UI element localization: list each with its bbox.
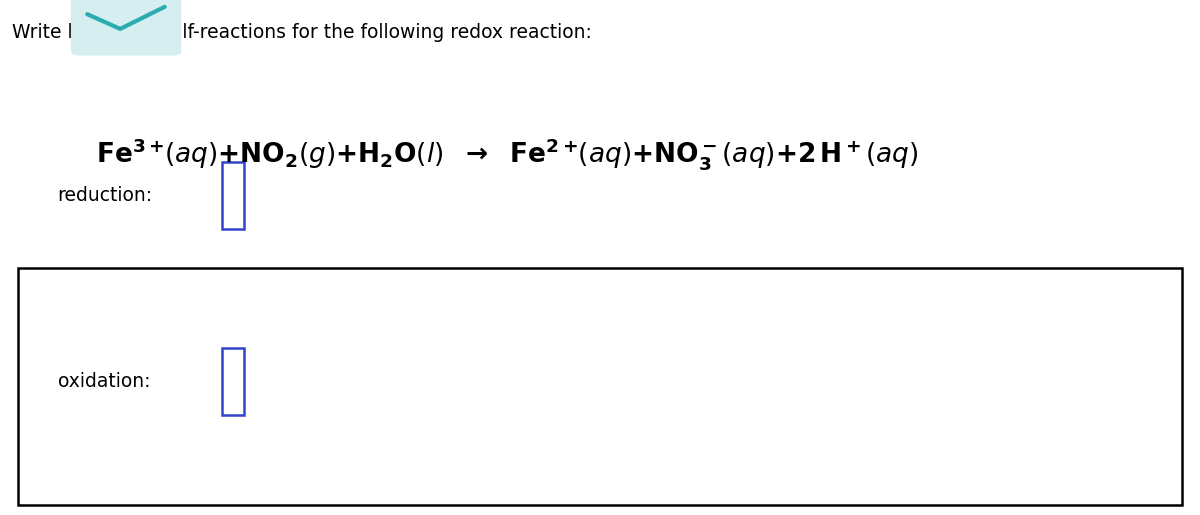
FancyBboxPatch shape	[222, 348, 244, 415]
Text: $\mathbf{Fe}^{\mathbf{3+}}\!\mathit{(aq)}\mathbf{+NO_2}\mathit{(g)}\mathbf{+H_2O: $\mathbf{Fe}^{\mathbf{3+}}\!\mathit{(aq)…	[96, 136, 919, 173]
Text: reduction:: reduction:	[58, 186, 152, 205]
FancyBboxPatch shape	[222, 162, 244, 229]
Text: oxidation:: oxidation:	[58, 372, 150, 390]
FancyBboxPatch shape	[71, 0, 181, 56]
FancyBboxPatch shape	[18, 268, 1182, 505]
Text: Write balanced half-reactions for the following redox reaction:: Write balanced half-reactions for the fo…	[12, 23, 592, 42]
